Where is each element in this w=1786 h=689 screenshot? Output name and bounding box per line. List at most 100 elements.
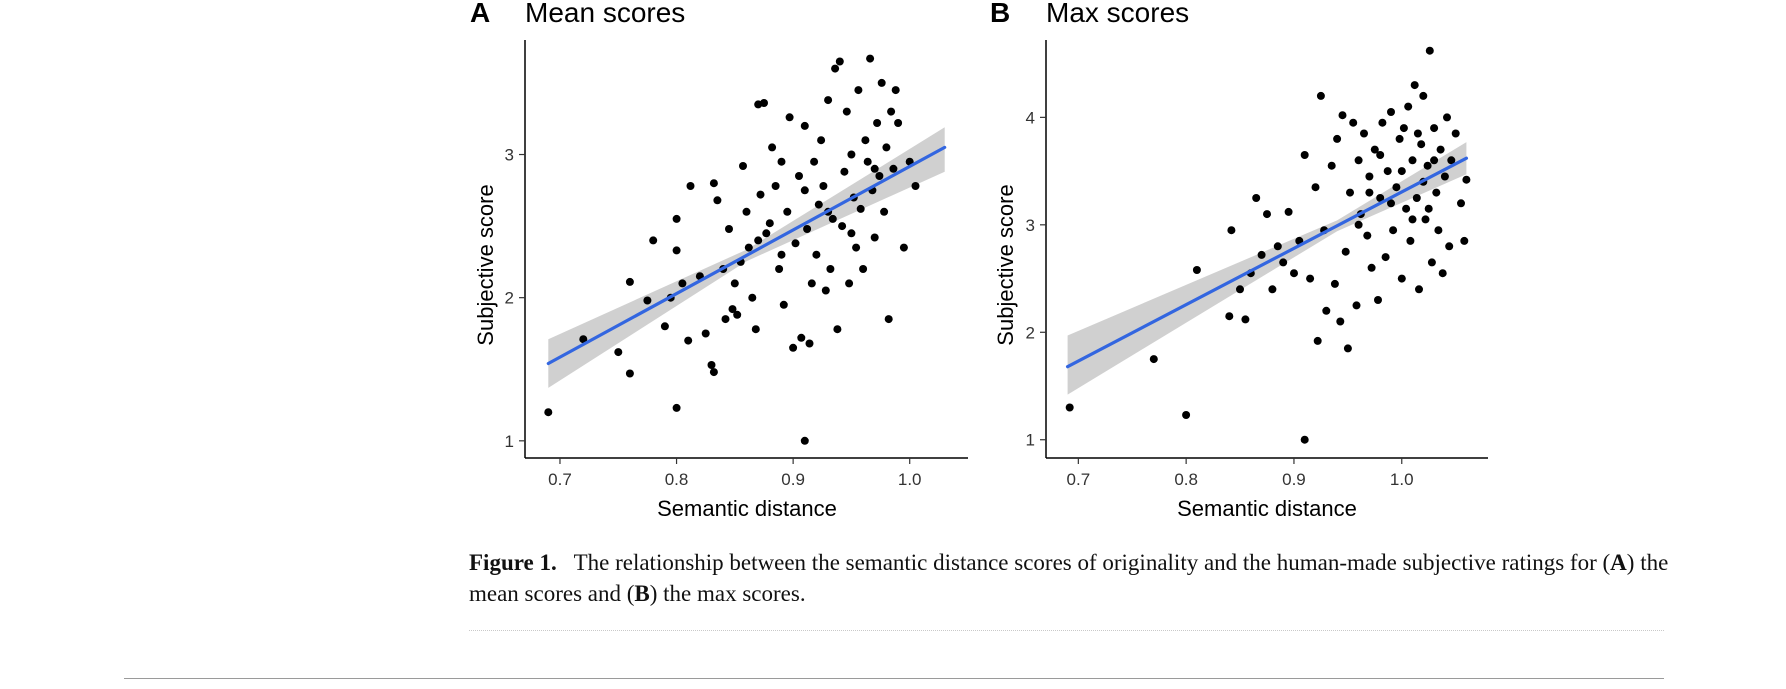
panel-a-data-point — [840, 167, 849, 176]
panel-a-y-tick-label: 2 — [505, 289, 514, 308]
panel-b-data-point — [1425, 46, 1434, 55]
panel-a-data-point — [882, 143, 891, 152]
caption-bold-a: A — [1610, 550, 1627, 575]
panel-a-data-point — [701, 329, 710, 338]
panel-a-data-point — [887, 107, 896, 116]
panel-b-data-point — [1367, 263, 1376, 272]
panel-b-data-point — [1338, 111, 1347, 120]
panel-a-title: Mean scores — [525, 0, 685, 28]
panel-b-data-point — [1392, 183, 1401, 192]
panel-a-data-point — [733, 310, 742, 319]
panel-b-data-point — [1227, 226, 1236, 235]
panel-b-data-point — [1376, 151, 1385, 159]
panel-b-data-point — [1333, 134, 1342, 143]
panel-b-regression-line — [1065, 156, 1469, 369]
panel-b-data-point — [1192, 266, 1201, 274]
panel-a-data-point — [847, 150, 856, 159]
panel-a-data-point — [544, 408, 553, 417]
panel-b-data-point — [1268, 285, 1277, 294]
panel-b-data-point — [1427, 258, 1436, 267]
panel-b-y-tick-label: 1 — [1026, 431, 1035, 450]
panel-a-data-point — [684, 336, 693, 345]
panel-a-data-point — [911, 182, 920, 190]
panel-a-data-point — [756, 190, 765, 199]
panel-a-data-point — [672, 246, 681, 255]
panel-b-data-point — [1402, 204, 1411, 213]
panel-a-data-point — [880, 207, 889, 216]
panel-a-data-point — [762, 229, 771, 238]
panel-b-data-point — [1460, 236, 1469, 245]
panel-a-data-point — [742, 207, 751, 216]
panel-b-data-point — [1378, 118, 1387, 127]
panel-b-data-point — [1412, 194, 1421, 202]
panel-a-data-point — [751, 325, 760, 334]
panel-a-data-point — [754, 236, 763, 245]
panel-b-y-tick-label: 3 — [1026, 216, 1035, 235]
panel-b-data-point — [1417, 140, 1426, 149]
dotted-divider — [469, 630, 1664, 631]
panel-a-data-point — [852, 243, 861, 252]
panel-a-data-point — [877, 78, 886, 87]
panel-b-data-point — [1381, 253, 1390, 262]
panel-b-x-tick-label: 0.8 — [1174, 470, 1198, 489]
panel-a-data-point — [760, 99, 768, 107]
panel-a-data-point — [861, 136, 870, 145]
panel-a-y-tick-label: 1 — [505, 432, 514, 451]
panel-a-data-point — [643, 296, 652, 305]
panel-b-max-scores: B Max scores 0.7 0.8 0.9 1.0 1 2 3 4 Semantic d… — [990, 0, 1488, 521]
panel-a-data-point — [863, 157, 872, 166]
panel-a-data-point — [721, 315, 730, 324]
panel-a-data-point — [744, 243, 753, 252]
panel-a-data-point — [785, 113, 794, 122]
panel-a-data-point — [797, 333, 806, 342]
panel-a-data-point — [739, 162, 747, 170]
panel-a-data-point — [730, 279, 739, 288]
panel-a-x-tick-label: 0.8 — [665, 470, 689, 489]
panel-b-data-point — [1406, 236, 1415, 245]
panel-a-data-point — [814, 200, 823, 209]
panel-b-data-point — [1451, 129, 1460, 138]
panel-a-plot-area: 0.7 0.8 0.9 1.0 1 2 3 — [505, 40, 968, 489]
panel-a-data-point — [775, 265, 784, 273]
caption-text-1: The relationship between the semantic di… — [573, 550, 1611, 575]
panel-a-data-point — [819, 182, 828, 190]
panel-b-data-point — [1438, 269, 1447, 278]
panel-b-data-point — [1447, 156, 1456, 165]
caption-label: Figure 1. — [469, 550, 557, 575]
panel-b-data-point — [1341, 247, 1350, 256]
panel-a-data-point — [614, 348, 623, 357]
panel-a-data-point — [873, 119, 882, 127]
panel-b-x-axis-label: Semantic distance — [1177, 496, 1357, 521]
panel-b-y-tick-label: 4 — [1026, 108, 1035, 127]
panel-a-data-point — [870, 233, 879, 242]
panel-b-data-point — [1399, 124, 1408, 133]
panel-a-data-point — [803, 225, 812, 233]
panel-b-data-point — [1149, 355, 1158, 364]
panel-b-x-tick-label: 1.0 — [1390, 470, 1414, 489]
panel-a-data-point — [625, 369, 634, 378]
panel-b-data-point — [1313, 336, 1322, 345]
panel-b-data-point — [1413, 129, 1422, 138]
panel-a-data-point — [678, 279, 687, 288]
panel-a-data-point — [672, 214, 681, 223]
panel-b-data-point — [1408, 156, 1417, 165]
panel-b-data-point — [1330, 279, 1339, 288]
panel-a-data-point — [728, 305, 737, 314]
panel-b-data-point — [1279, 258, 1288, 267]
panel-a-data-point — [845, 279, 854, 288]
page-divider — [124, 678, 1664, 679]
panel-a-data-point — [870, 164, 879, 173]
caption-text-2: ) the mean scores and ( — [469, 550, 1669, 606]
panel-a-data-point — [771, 182, 780, 190]
panel-b-plot-area: 0.7 0.8 0.9 1.0 1 2 3 4 — [1026, 40, 1488, 489]
panel-b-data-point — [1415, 285, 1423, 294]
panel-b-data-point — [1374, 296, 1382, 304]
panel-a-data-point — [707, 361, 716, 369]
panel-b-data-point — [1236, 285, 1244, 294]
panel-a-data-point — [791, 239, 800, 248]
panel-b-data-point — [1300, 435, 1309, 444]
panel-a-data-point — [810, 157, 819, 166]
panel-a-data-point — [833, 325, 842, 334]
panel-b-letter: B — [990, 0, 1010, 28]
